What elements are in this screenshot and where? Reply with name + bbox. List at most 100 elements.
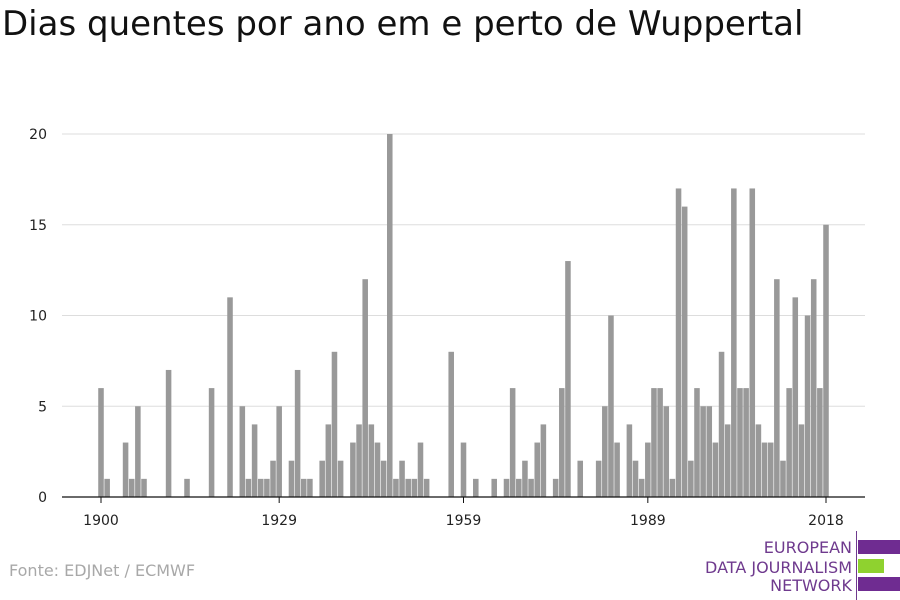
- bar-2009: [767, 442, 774, 497]
- bar-1931: [288, 460, 295, 497]
- bar-1936: [319, 460, 325, 497]
- bar-2012: [786, 388, 792, 497]
- bar-1911: [165, 369, 172, 497]
- bar-1927: [264, 478, 270, 497]
- bar-2008: [761, 442, 768, 497]
- bar-1994: [675, 188, 682, 497]
- bar-1966: [503, 478, 510, 497]
- y-tick-label-5: 5: [38, 399, 47, 415]
- bar-1932: [294, 369, 301, 497]
- bar-2002: [724, 424, 731, 497]
- bar-1970: [528, 478, 534, 497]
- bar-1983: [608, 315, 614, 497]
- bar-1982: [602, 406, 608, 497]
- bar-1988: [638, 478, 645, 497]
- source-note: Fonte: EDJNet / ECMWF: [9, 561, 196, 580]
- logo-line-1: EUROPEAN: [763, 538, 852, 557]
- bar-1992: [663, 406, 670, 497]
- logo-bar-purple-bottom: [858, 577, 900, 591]
- bar-1986: [626, 424, 633, 497]
- bar-1946: [380, 460, 387, 497]
- chart-title: Dias quentes por ano em e perto de Wuppe…: [2, 4, 804, 44]
- bar-1961: [473, 478, 479, 497]
- bar-1938: [331, 351, 338, 497]
- bar-1975: [559, 388, 565, 497]
- bar-1944: [368, 424, 375, 497]
- bar-1950: [405, 478, 411, 497]
- bar-1904: [122, 442, 129, 497]
- bar-1947: [386, 134, 393, 497]
- x-tick-label-1929: 1929: [261, 513, 297, 529]
- bar-1945: [374, 442, 381, 497]
- bar-1948: [393, 478, 399, 497]
- bar-1907: [141, 478, 147, 497]
- bar-1978: [577, 460, 584, 497]
- bar-1967: [509, 388, 516, 497]
- bar-1933: [300, 478, 307, 497]
- bar-1901: [104, 478, 110, 497]
- bar-1924: [245, 478, 252, 497]
- bar-1937: [325, 424, 332, 497]
- bar-1952: [417, 442, 424, 497]
- bar-1972: [540, 424, 547, 497]
- bar-2007: [755, 424, 762, 497]
- bar-1949: [399, 460, 405, 497]
- bar-1969: [522, 460, 528, 497]
- bar-2006: [749, 188, 756, 497]
- logo-divider: [856, 531, 857, 600]
- y-tick-label-0: 0: [38, 490, 47, 506]
- bar-1939: [337, 460, 344, 497]
- bar-1976: [565, 261, 571, 497]
- bar-1989: [645, 442, 651, 497]
- bar-1997: [694, 388, 700, 497]
- bar-1914: [184, 478, 190, 497]
- x-tick-label-1989: 1989: [630, 513, 666, 529]
- bar-1906: [135, 406, 141, 497]
- bar-2011: [780, 460, 786, 497]
- bar-2016: [810, 279, 817, 497]
- bar-1968: [516, 478, 522, 497]
- logo-bar-purple-top: [858, 540, 900, 554]
- bar-2013: [792, 297, 799, 497]
- bar-1959: [460, 442, 467, 497]
- bar-1942: [356, 424, 362, 497]
- bar-2015: [804, 315, 811, 497]
- bar-1918: [208, 388, 215, 497]
- bar-1971: [534, 442, 541, 497]
- bar-1925: [251, 424, 258, 497]
- x-tick-label-2018: 2018: [808, 513, 844, 529]
- bar-1993: [669, 478, 676, 497]
- bar-2018: [823, 224, 829, 497]
- bar-1929: [276, 406, 282, 497]
- logo-bar-green: [858, 559, 884, 573]
- bar-1905: [128, 478, 135, 497]
- bar-1964: [491, 478, 497, 497]
- logo-line-3: NETWORK: [770, 576, 852, 595]
- bar-1999: [706, 406, 713, 497]
- bar-1984: [614, 442, 620, 497]
- bar-2004: [737, 388, 743, 497]
- bar-2014: [798, 424, 805, 497]
- y-tick-label-20: 20: [29, 127, 47, 143]
- bar-2005: [743, 388, 749, 497]
- bar-2017: [817, 388, 823, 497]
- bar-1953: [423, 478, 430, 497]
- bar-2003: [731, 188, 737, 497]
- bar-1926: [257, 478, 264, 497]
- edjnet-logo: EUROPEAN DATA JOURNALISM NETWORK: [705, 531, 900, 600]
- bar-2000: [712, 442, 719, 497]
- bar-1995: [681, 206, 688, 497]
- bar-1923: [239, 406, 246, 497]
- bar-2001: [718, 351, 725, 497]
- bar-1951: [411, 478, 418, 497]
- bar-1941: [350, 442, 356, 497]
- x-tick-label-1900: 1900: [83, 513, 119, 529]
- bar-1974: [552, 478, 559, 497]
- x-tick-label-1959: 1959: [446, 513, 482, 529]
- y-tick-label-15: 15: [29, 218, 47, 234]
- logo-line-2: DATA JOURNALISM: [705, 558, 852, 577]
- bar-1928: [270, 460, 276, 497]
- bar-1921: [227, 297, 233, 497]
- bar-1900: [98, 388, 104, 497]
